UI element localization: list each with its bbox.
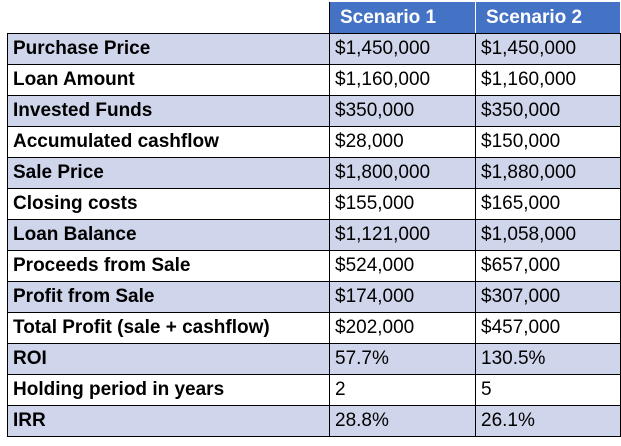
scenario-2-value: $307,000 [475, 281, 621, 313]
scenario-2-value: 26.1% [475, 405, 621, 437]
table-row: Purchase Price $1,450,000 $1,450,000 [7, 33, 621, 65]
row-label: Total Profit (sale + cashflow) [7, 312, 330, 344]
header-scenario-1: Scenario 1 [329, 2, 476, 34]
header-blank-cell [7, 2, 330, 34]
scenario-1-value: 2 [329, 374, 476, 406]
scenario-1-value: $28,000 [329, 126, 476, 158]
scenario-1-value: $1,800,000 [329, 157, 476, 189]
table-row: Loan Balance $1,121,000 $1,058,000 [7, 219, 621, 251]
table-row: IRR 28.8% 26.1% [7, 405, 621, 437]
row-label: Accumulated cashflow [7, 126, 330, 158]
scenario-1-value: $1,121,000 [329, 219, 476, 251]
table-header-row: Scenario 1 Scenario 2 [7, 2, 621, 34]
scenario-1-value: $1,160,000 [329, 64, 476, 96]
scenario-2-value: $350,000 [475, 95, 621, 127]
row-label: Invested Funds [7, 95, 330, 127]
row-label: Proceeds from Sale [7, 250, 330, 282]
scenario-comparison-table: Scenario 1 Scenario 2 Purchase Price $1,… [7, 2, 621, 437]
row-label: Closing costs [7, 188, 330, 220]
scenario-1-value: 57.7% [329, 343, 476, 375]
row-label: Loan Amount [7, 64, 330, 96]
table-row: Holding period in years 2 5 [7, 374, 621, 406]
header-scenario-2: Scenario 2 [475, 2, 621, 34]
table-row: Loan Amount $1,160,000 $1,160,000 [7, 64, 621, 96]
table-row: ROI 57.7% 130.5% [7, 343, 621, 375]
scenario-1-value: $174,000 [329, 281, 476, 313]
row-label: Purchase Price [7, 33, 330, 65]
row-label: Sale Price [7, 157, 330, 189]
table-row: Proceeds from Sale $524,000 $657,000 [7, 250, 621, 282]
scenario-2-value: $657,000 [475, 250, 621, 282]
scenario-1-value: $202,000 [329, 312, 476, 344]
table-row: Total Profit (sale + cashflow) $202,000 … [7, 312, 621, 344]
scenario-2-value: 130.5% [475, 343, 621, 375]
scenario-1-value: $524,000 [329, 250, 476, 282]
row-label: Loan Balance [7, 219, 330, 251]
row-label: Profit from Sale [7, 281, 330, 313]
row-label: Holding period in years [7, 374, 330, 406]
scenario-2-value: $150,000 [475, 126, 621, 158]
scenario-1-value: $155,000 [329, 188, 476, 220]
scenario-2-value: $165,000 [475, 188, 621, 220]
table-row: Profit from Sale $174,000 $307,000 [7, 281, 621, 313]
scenario-comparison-table-container: Scenario 1 Scenario 2 Purchase Price $1,… [7, 2, 621, 444]
scenario-2-value: $1,880,000 [475, 157, 621, 189]
table-row: Closing costs $155,000 $165,000 [7, 188, 621, 220]
table-row: Sale Price $1,800,000 $1,880,000 [7, 157, 621, 189]
scenario-2-value: $1,160,000 [475, 64, 621, 96]
row-label: IRR [7, 405, 330, 437]
scenario-1-value: $350,000 [329, 95, 476, 127]
scenario-1-value: 28.8% [329, 405, 476, 437]
scenario-2-value: 5 [475, 374, 621, 406]
table-row: Invested Funds $350,000 $350,000 [7, 95, 621, 127]
scenario-2-value: $1,058,000 [475, 219, 621, 251]
table-row: Accumulated cashflow $28,000 $150,000 [7, 126, 621, 158]
row-label: ROI [7, 343, 330, 375]
scenario-1-value: $1,450,000 [329, 33, 476, 65]
scenario-2-value: $457,000 [475, 312, 621, 344]
scenario-2-value: $1,450,000 [475, 33, 621, 65]
